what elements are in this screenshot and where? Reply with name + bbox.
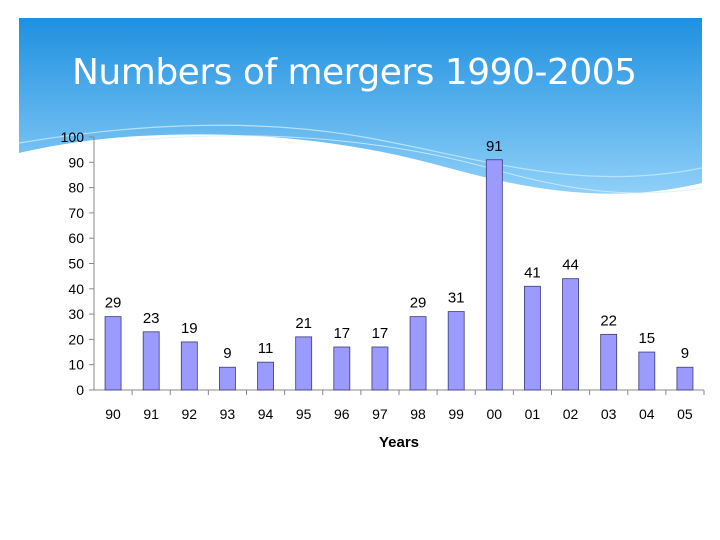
slide-title: Numbers of mergers 1990-2005 (72, 52, 637, 93)
y-tick-label: 70 (68, 205, 84, 221)
bar (180, 341, 198, 391)
y-tick-label: 80 (68, 180, 84, 196)
bar-data-label: 29 (105, 295, 122, 312)
bar-data-label: 19 (181, 320, 198, 337)
x-tick-label: 93 (220, 406, 236, 422)
y-tick-label: 60 (68, 230, 84, 246)
bar-series (104, 159, 694, 391)
bar (142, 331, 160, 391)
x-tick-label: 05 (677, 406, 693, 422)
x-tick-label: 04 (639, 406, 655, 422)
y-tick-label: 90 (68, 154, 84, 170)
banner-wave-accent-2 (138, 135, 702, 194)
y-tick-label: 10 (68, 357, 84, 373)
bar-data-label: 17 (372, 325, 389, 342)
bar (638, 351, 656, 391)
y-tick-label: 20 (68, 331, 84, 347)
bar (371, 346, 389, 391)
bar (524, 285, 541, 391)
x-tick-label: 90 (105, 406, 121, 422)
x-tick-label: 94 (258, 406, 274, 422)
bar-data-label: 29 (410, 295, 427, 312)
x-tick-label: 95 (296, 406, 312, 422)
bar (219, 366, 236, 391)
x-tick-label: 91 (143, 406, 159, 422)
bar-data-label: 11 (258, 340, 274, 357)
x-tick-label: 01 (525, 406, 541, 422)
bar-data-label: 17 (333, 325, 350, 342)
y-tick-label: 0 (76, 382, 84, 398)
y-tick-label: 40 (68, 281, 84, 297)
banner-wave-accent (19, 124, 702, 178)
y-tick-label: 100 (61, 129, 85, 145)
x-axis-ticks: 90 91 92 93 94 95 96 97 98 99 00 01 02 03 04 05 (105, 390, 705, 422)
bar (562, 278, 579, 391)
x-tick-label: 96 (334, 406, 350, 422)
y-tick-label: 50 (68, 256, 84, 272)
bar-data-label: 15 (638, 330, 655, 347)
x-tick-label: 98 (410, 406, 426, 422)
x-tick-label: 92 (182, 406, 198, 422)
bar-data-label: 31 (448, 290, 465, 307)
bar (600, 333, 618, 391)
bar-data-label: 9 (681, 345, 689, 362)
bar-data-label: 22 (600, 312, 617, 329)
bar-data-label: 44 (562, 257, 579, 274)
bar-data-label: 91 (486, 138, 503, 155)
bar-data-label: 23 (143, 310, 160, 327)
bar (409, 316, 427, 391)
x-tick-label: 99 (448, 406, 464, 422)
bar-data-label: 41 (524, 264, 541, 281)
bar-data-label: 21 (295, 315, 312, 332)
x-tick-label: 03 (601, 406, 617, 422)
x-axis-title: Years (379, 434, 419, 451)
bar (333, 346, 351, 391)
y-axis-ticks: 0 10 20 30 40 50 60 70 80 90 100 (61, 129, 94, 398)
bar (295, 336, 313, 391)
banner-shape (19, 18, 702, 194)
x-tick-label: 02 (563, 406, 579, 422)
bar (447, 311, 465, 391)
bar-data-label: 9 (223, 345, 231, 362)
bar (104, 316, 122, 391)
x-tick-label: 00 (487, 406, 503, 422)
bar (257, 361, 274, 391)
title-banner (19, 18, 702, 194)
x-tick-label: 97 (372, 406, 388, 422)
bar (676, 366, 694, 391)
y-tick-label: 30 (68, 306, 84, 322)
data-labels: 29 23 19 9 11 21 17 17 29 31 91 41 44 22 15 9 (105, 138, 689, 362)
bar (485, 159, 503, 391)
